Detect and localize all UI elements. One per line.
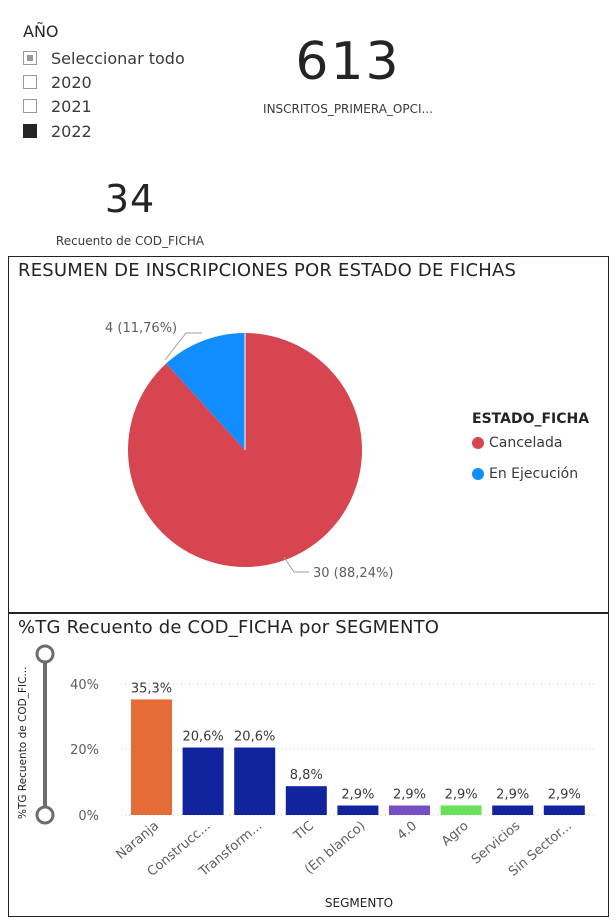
checkbox-checked-icon[interactable] [23,124,37,138]
bar-7[interactable] [492,805,534,815]
x-tick-label: 4.0 [395,819,420,844]
legend-dot-icon [472,468,484,480]
pie-label-cancelada: 30 (88,24%) [313,566,393,581]
y-axis-title: %TG Recuento de COD_FIC... [17,667,29,819]
bar-visual[interactable]: %TG Recuento de COD_FICHA por SEGMENTO %… [8,613,609,917]
legend-item-en-ejecucion[interactable]: En Ejecución [472,466,578,482]
pie-chart[interactable]: 4 (11,76%) 30 (88,24%) [9,257,607,611]
data-label: 20,6% [182,730,223,745]
slicer-item-2020[interactable]: 2020 [23,71,92,93]
checkbox-partial-icon[interactable] [23,51,37,65]
card-fichas-value: 34 [104,177,156,221]
pie-visual-title: RESUMEN DE INSCRIPCIONES POR ESTADO DE F… [18,260,517,281]
y-tick: 40% [70,678,99,693]
legend-title: ESTADO_FICHA [472,411,590,427]
slicer-item-2021[interactable]: 2021 [23,95,92,117]
checkbox-icon[interactable] [23,75,37,89]
leader-line-ejecucion [164,332,202,361]
y-tick: 20% [70,743,99,758]
pie-label-ejecucion: 4 (11,76%) [105,321,177,336]
bar-0[interactable] [131,699,172,815]
data-label: 2,9% [496,788,529,803]
checkbox-icon[interactable] [23,99,37,113]
x-axis-title: SEGMENTO [325,896,393,910]
slicer-item-select-all[interactable]: Seleccionar todo [23,47,185,69]
data-label: 2,9% [393,788,426,803]
pie-visual[interactable]: RESUMEN DE INSCRIPCIONES POR ESTADO DE F… [8,256,609,613]
data-label: 2,9% [341,788,374,803]
data-label: 2,9% [445,788,478,803]
y-tick: 0% [78,809,99,824]
slicer-item-label: Seleccionar todo [51,48,185,68]
slicer-item-label: 2021 [51,96,92,116]
data-label: 8,8% [290,768,323,783]
bar-5[interactable] [389,805,430,815]
zoom-slider-bottom-handle[interactable] [35,805,55,825]
x-tick-label: Agro [439,819,472,850]
slicer-item-label: 2022 [51,121,92,141]
data-label: 35,3% [131,681,172,696]
card-fichas-label: Recuento de COD_FICHA [55,234,205,248]
bar-6[interactable] [440,805,482,815]
x-tick-label: Naranja [113,819,162,863]
zoom-slider-top-handle[interactable] [35,644,55,664]
bar-8[interactable] [543,805,585,815]
legend-item-cancelada[interactable]: Cancelada [472,435,562,451]
legend-label: Cancelada [489,435,563,451]
data-label: 2,9% [548,788,581,803]
bar-3[interactable] [285,786,327,815]
slicer-item-2022[interactable]: 2022 [23,120,92,142]
bar-2[interactable] [234,747,276,815]
bar-visual-title: %TG Recuento de COD_FICHA por SEGMENTO [18,617,440,638]
card-inscritos-value: 613 [295,32,401,92]
x-tick-label: TIC [290,819,316,845]
leader-line-cancelada [283,556,309,573]
legend-dot-icon [472,437,484,449]
slicer-title: AÑO [23,22,59,41]
card-inscritos-label: INSCRITOS_PRIMERA_OPCI... [263,102,433,116]
legend-label: En Ejecución [489,466,579,482]
bar-1[interactable] [182,747,224,815]
slicer-item-label: 2020 [51,72,92,92]
bar-4[interactable] [337,805,379,815]
bar-chart[interactable]: %TG Recuento de COD_FIC... 40% 20% 0% 35… [9,614,607,915]
data-label: 20,6% [234,730,275,745]
pie-slice-en-ejecucion[interactable] [166,333,245,450]
